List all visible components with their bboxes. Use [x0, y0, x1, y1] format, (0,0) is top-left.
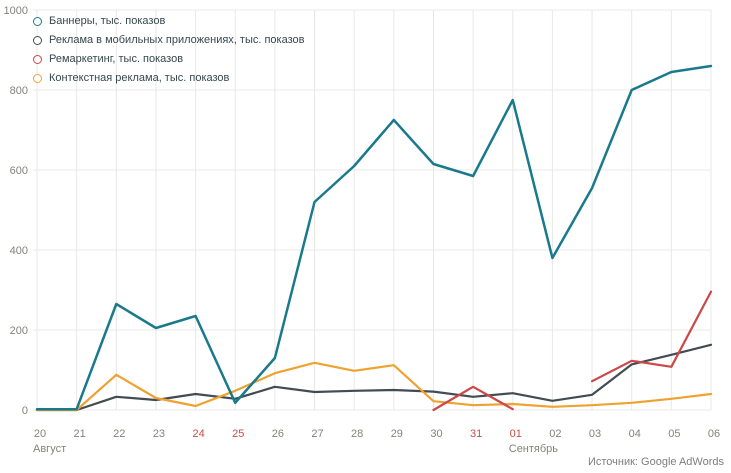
legend-label: Ремаркетинг, тыс. показов: [49, 53, 184, 65]
x-tick-label: 25: [232, 428, 244, 440]
month-label: Август: [33, 443, 66, 455]
x-tick-label: 05: [668, 428, 680, 440]
x-tick-label: 21: [74, 428, 86, 440]
x-tick-label: 01: [510, 428, 522, 440]
series-line: [35, 343, 713, 412]
legend-label: Реклама в мобильных приложениях, тыс. по…: [49, 34, 305, 46]
legend-item-remarketing[interactable]: Ремаркетинг, тыс. показов: [33, 50, 304, 69]
x-tick-label: 03: [589, 428, 601, 440]
x-tick-label: 02: [549, 428, 561, 440]
x-tick-label: 27: [311, 428, 323, 440]
series-line: [35, 361, 713, 412]
series-line: [590, 290, 713, 383]
x-tick-label: 29: [391, 428, 403, 440]
legend-marker-icon: [33, 17, 42, 26]
x-tick-label: 06: [708, 428, 720, 440]
series-line: [432, 385, 514, 412]
x-tick-label: 31: [470, 428, 482, 440]
y-tick-label: 0: [22, 405, 28, 417]
y-tick-label: 200: [10, 325, 28, 337]
x-tick-label: 24: [192, 428, 204, 440]
legend-marker-icon: [33, 36, 42, 45]
y-tick-label: 400: [10, 245, 28, 257]
y-tick-label: 800: [10, 85, 28, 97]
series-line: [35, 64, 713, 411]
legend-marker-icon: [33, 74, 42, 83]
x-tick-label: 26: [272, 428, 284, 440]
y-tick-label: 1000: [4, 5, 28, 17]
x-tick-label: 20: [34, 428, 46, 440]
y-tick-label: 600: [10, 165, 28, 177]
legend-marker-icon: [33, 55, 42, 64]
legend-item-mobile-apps[interactable]: Реклама в мобильных приложениях, тыс. по…: [33, 31, 304, 50]
legend-item-contextual[interactable]: Контекстная реклама, тыс. показов: [33, 69, 304, 88]
legend-label: Контекстная реклама, тыс. показов: [49, 72, 230, 84]
chart-legend: Баннеры, тыс. показов Реклама в мобильны…: [33, 12, 304, 88]
source-attribution: Источник: Google AdWords: [587, 456, 724, 468]
x-tick-label: 28: [351, 428, 363, 440]
month-label: Сентябрь: [509, 443, 559, 455]
legend-label: Баннеры, тыс. показов: [49, 15, 166, 27]
x-tick-label: 04: [629, 428, 641, 440]
x-tick-label: 30: [430, 428, 442, 440]
legend-item-banners[interactable]: Баннеры, тыс. показов: [33, 12, 304, 31]
x-tick-label: 23: [153, 428, 165, 440]
x-tick-label: 22: [113, 428, 125, 440]
